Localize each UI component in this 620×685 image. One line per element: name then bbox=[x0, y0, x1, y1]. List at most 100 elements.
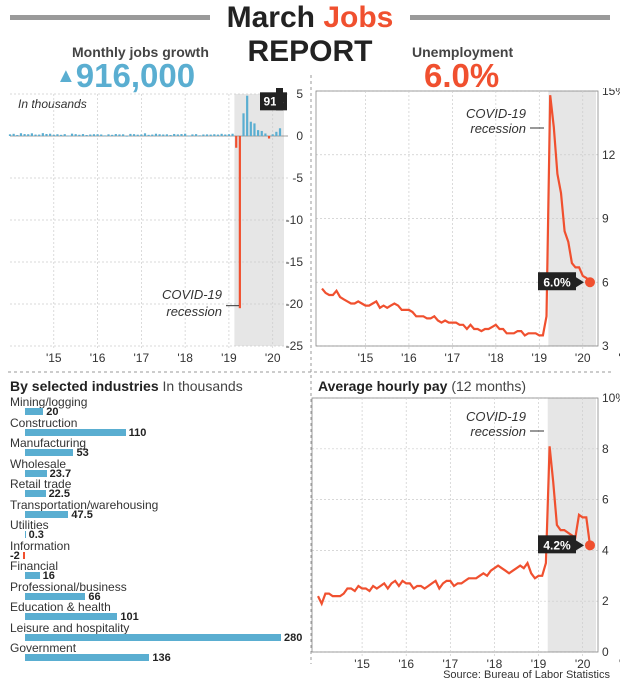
industry-label: Construction bbox=[10, 415, 78, 430]
up-triangle-icon: ▲ bbox=[56, 65, 76, 87]
jobs-bar bbox=[260, 130, 263, 136]
x-tick-label: '18 bbox=[488, 351, 504, 365]
industry-value: 110 bbox=[128, 426, 147, 439]
callout-pointer bbox=[576, 277, 584, 288]
y-tick-label: -15 bbox=[286, 255, 304, 269]
jobs-bar bbox=[143, 133, 147, 136]
industry-value: 280 bbox=[284, 631, 303, 644]
series-line bbox=[321, 95, 591, 337]
jobs-bar bbox=[12, 133, 15, 136]
recession-shading bbox=[547, 398, 596, 652]
industry-value: 22.5 bbox=[48, 488, 70, 500]
jobs-bar bbox=[187, 135, 190, 137]
jobs-bar bbox=[191, 134, 194, 136]
industry-bar bbox=[25, 654, 150, 661]
industry-value: 136 bbox=[152, 652, 171, 664]
jobs-bar bbox=[111, 134, 114, 136]
y-tick-label: -20 bbox=[286, 297, 304, 311]
industry-bar bbox=[25, 490, 46, 497]
jobs-bar bbox=[59, 134, 63, 136]
jobs-bar bbox=[129, 133, 132, 136]
y-tick-label: -5 bbox=[292, 171, 303, 185]
pay-subtitle: (12 months) bbox=[451, 378, 527, 394]
x-tick-label: '16 bbox=[398, 657, 414, 671]
jobs-growth-chart: In thousands 5 0 -5 -10 -15 -20 -25 '15 '16 '17 '1… bbox=[8, 88, 304, 365]
x-tick-label: '15 bbox=[46, 351, 62, 365]
jobs-bar bbox=[158, 134, 161, 136]
industry-label: Leisure and hospitality bbox=[10, 620, 130, 635]
jobs-bar bbox=[216, 134, 220, 136]
unemp-header: Unemployment bbox=[412, 44, 514, 60]
x-tick-label: '18 bbox=[177, 351, 193, 365]
industry-label: Mining/logging bbox=[10, 395, 88, 409]
jobs-bar bbox=[125, 135, 128, 137]
y-tick-label: 0 bbox=[602, 645, 609, 659]
y-tick-label: 3 bbox=[602, 339, 609, 353]
callout-pointer bbox=[276, 88, 283, 111]
jobs-bar bbox=[198, 135, 201, 137]
plot-frame bbox=[311, 397, 599, 653]
recession-label-line2: recession bbox=[166, 304, 222, 319]
jobs-bar bbox=[45, 133, 48, 136]
jobs-bar bbox=[224, 134, 227, 136]
industry-value: 20 bbox=[46, 406, 59, 418]
jobs-bar bbox=[235, 136, 238, 148]
y-tick-label: 9 bbox=[602, 212, 609, 226]
jobs-bar bbox=[227, 134, 231, 136]
jobs-value: 916,000 bbox=[75, 57, 196, 94]
y-tick-label: 12 bbox=[602, 148, 616, 162]
jobs-bar bbox=[169, 134, 172, 136]
jobs-bar bbox=[92, 134, 96, 136]
industry-label: Manufacturing bbox=[10, 436, 87, 450]
jobs-unit-note: In thousands bbox=[18, 97, 87, 111]
jobs-bar bbox=[74, 134, 77, 136]
y-tick-label: 0 bbox=[296, 129, 303, 143]
recession-label-line1: COVID-19 bbox=[466, 106, 526, 121]
jobs-bar bbox=[253, 123, 256, 136]
jobs-bar bbox=[275, 131, 278, 136]
jobs-header: Monthly jobs growth bbox=[72, 44, 209, 60]
industry-value: -2 bbox=[10, 549, 20, 562]
industry-label: Wholesale bbox=[10, 456, 67, 471]
jobs-bar bbox=[271, 134, 274, 136]
jobs-bar bbox=[278, 128, 282, 136]
y-tick-label: 6 bbox=[602, 493, 609, 507]
industry-label: Government bbox=[10, 641, 77, 655]
jobs-bar bbox=[176, 134, 179, 136]
industry-bar bbox=[25, 613, 118, 620]
jobs-bar bbox=[41, 133, 44, 136]
jobs-bar bbox=[81, 134, 85, 136]
jobs-bar bbox=[27, 134, 30, 136]
x-tick-label: '21 bbox=[619, 657, 620, 671]
y-tick-label: 8 bbox=[602, 442, 609, 456]
jobs-bar bbox=[220, 133, 223, 136]
industry-bar bbox=[23, 551, 25, 559]
industry-bar bbox=[25, 592, 86, 600]
unemployment-chart: 15% 12 9 6 3 '15 '16 '17 '18 '19 '20 '21 6.0% COVID-1… bbox=[315, 88, 620, 365]
y-tick-label: 2 bbox=[602, 594, 609, 608]
jobs-bar bbox=[89, 134, 92, 136]
x-tick-label: '20 bbox=[265, 351, 281, 365]
jobs-bar bbox=[154, 133, 158, 136]
page-title-line2: REPORT bbox=[247, 35, 373, 68]
jobs-bar bbox=[136, 134, 139, 136]
series-line bbox=[317, 446, 592, 607]
industry-label: Information bbox=[10, 538, 71, 553]
jobs-bar bbox=[96, 134, 99, 136]
industries-header: By selected industries In thousands bbox=[10, 378, 243, 394]
jobs-bar bbox=[147, 134, 150, 136]
x-tick-label: '21 bbox=[618, 351, 620, 365]
jobs-bar bbox=[242, 113, 245, 136]
jobs-bar bbox=[52, 134, 55, 136]
jobs-bar bbox=[194, 134, 198, 136]
callout-label: 6.0% bbox=[543, 275, 571, 289]
jobs-bar bbox=[173, 133, 176, 136]
jobs-bar bbox=[34, 134, 37, 136]
jobs-bar bbox=[107, 134, 110, 136]
jobs-bar bbox=[70, 133, 74, 136]
industry-bar bbox=[25, 408, 44, 415]
jobs-bar bbox=[264, 133, 267, 136]
jobs-bar bbox=[202, 134, 205, 136]
callout-label: 4.2% bbox=[543, 538, 571, 552]
industries-title: By selected industries bbox=[10, 378, 159, 394]
